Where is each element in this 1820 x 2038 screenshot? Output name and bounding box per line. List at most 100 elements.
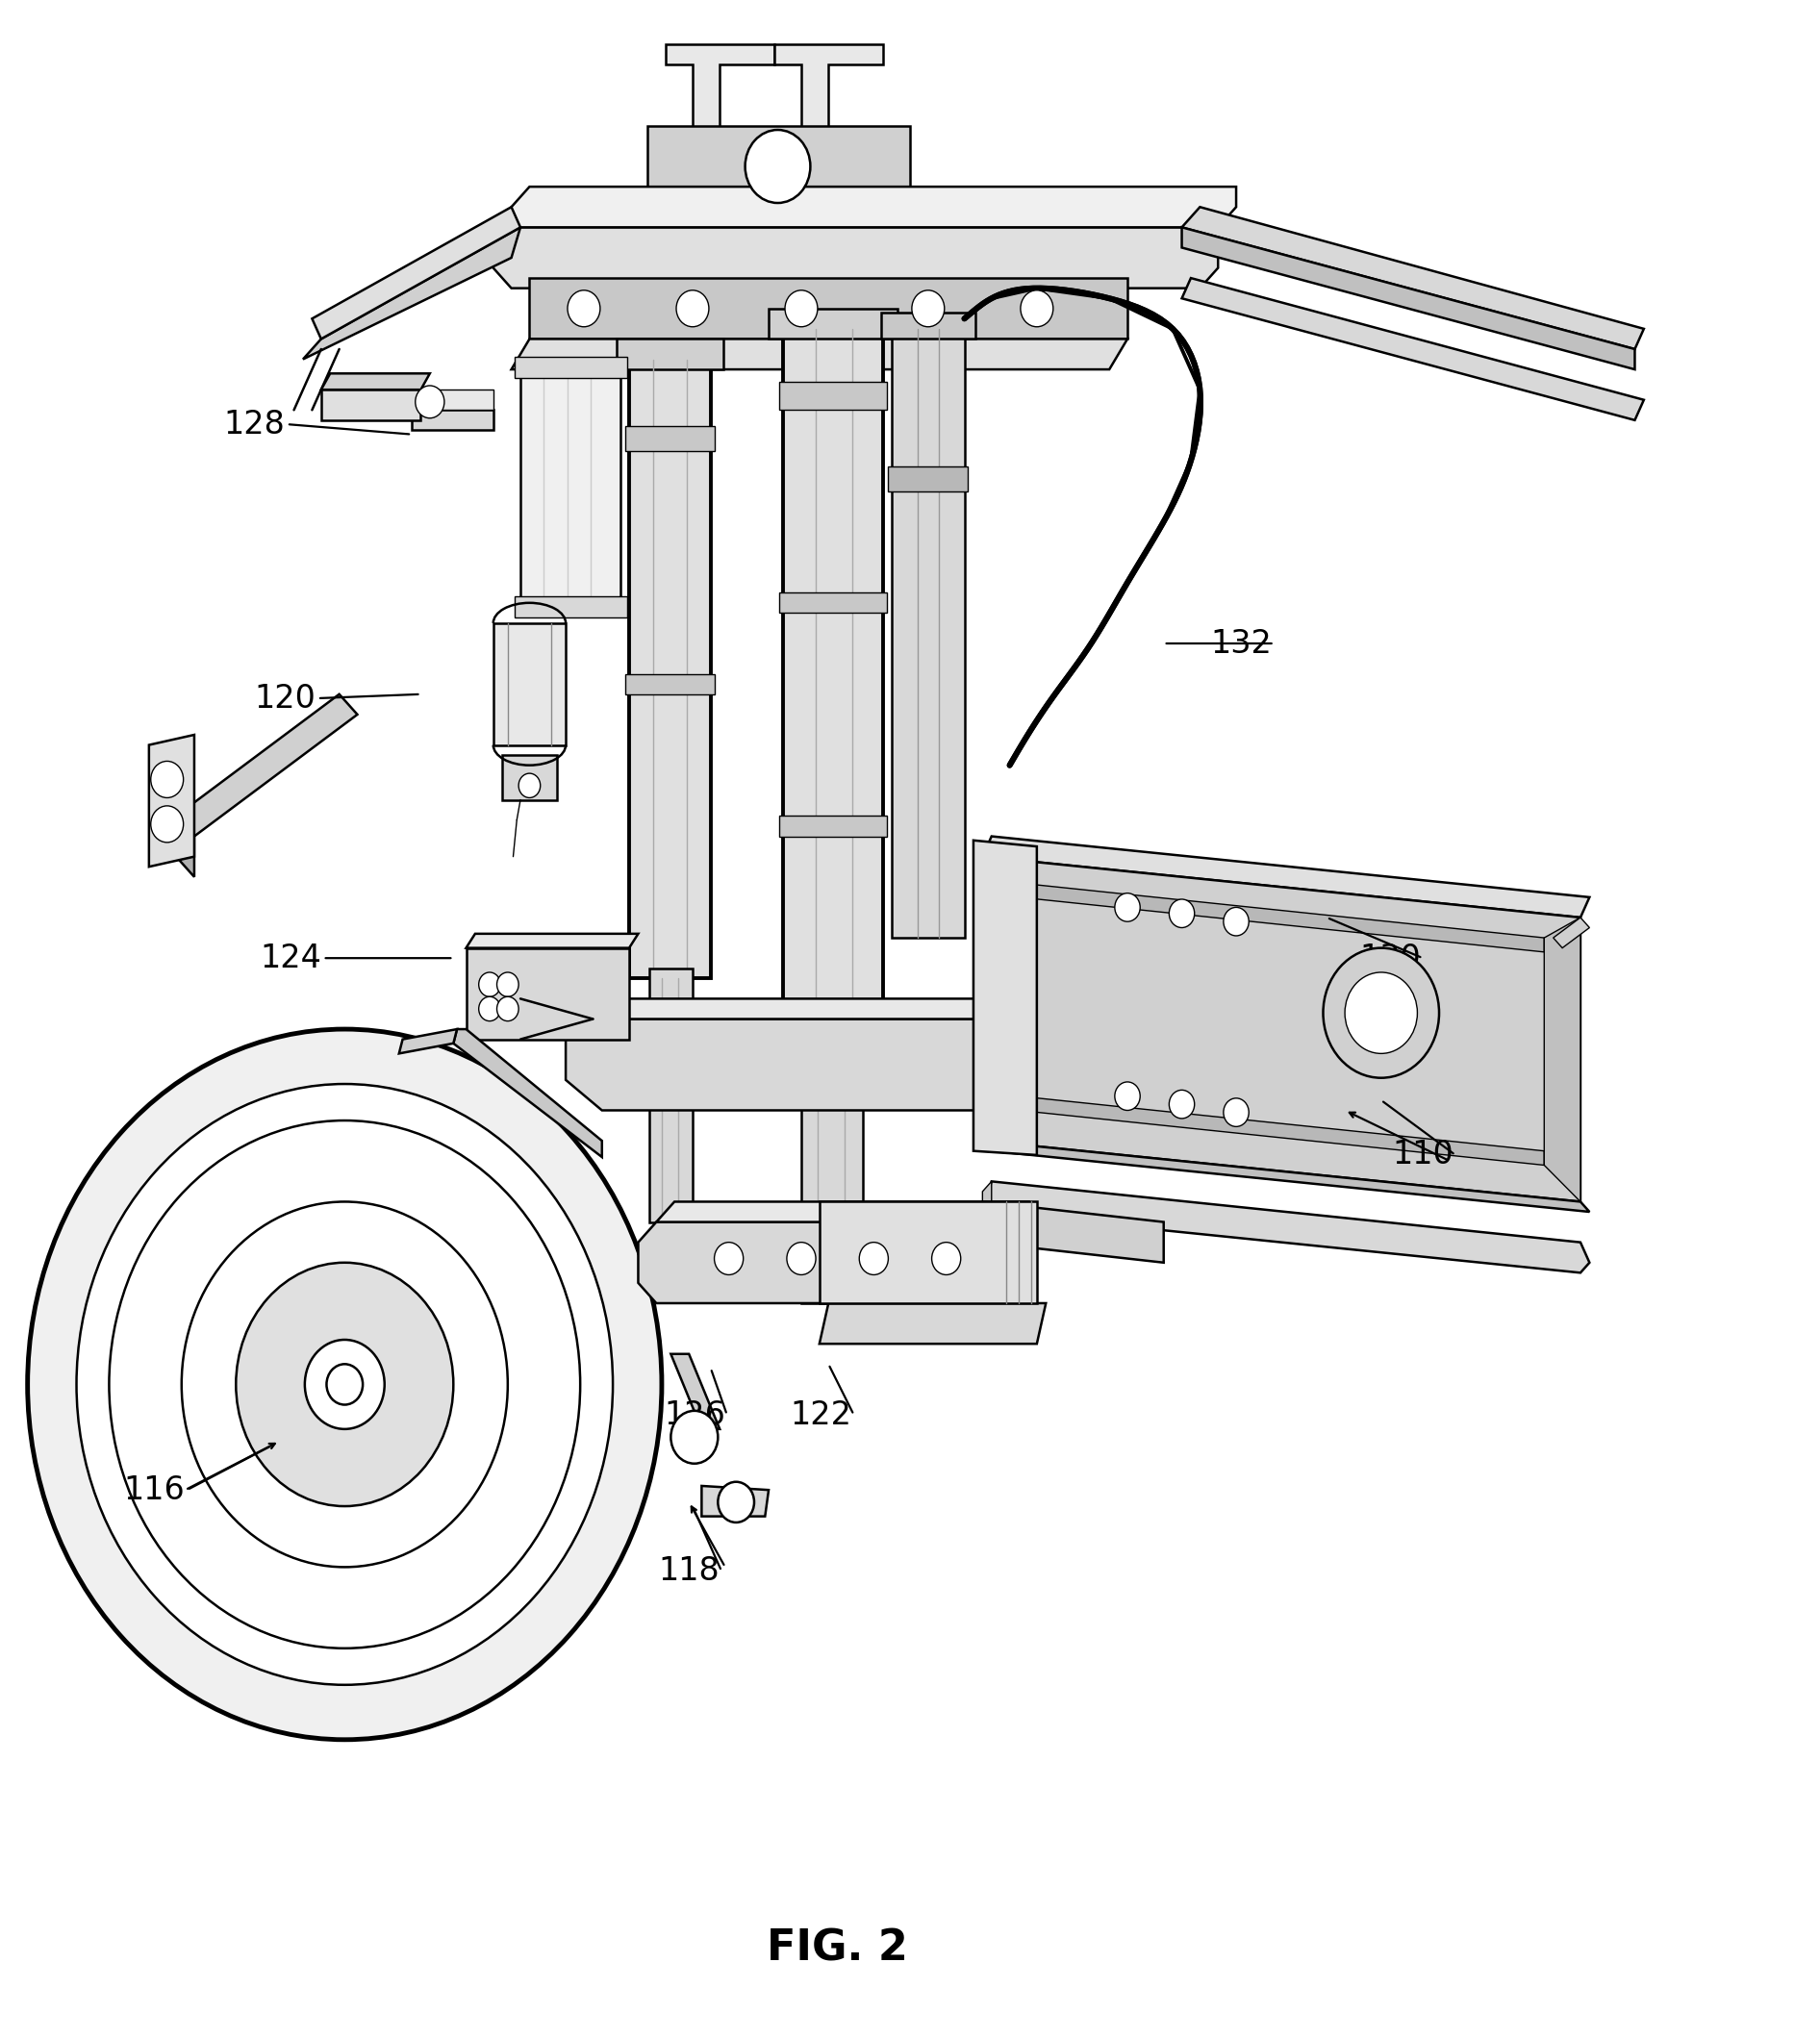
Polygon shape (983, 856, 1580, 1202)
Polygon shape (1181, 277, 1643, 420)
Polygon shape (511, 338, 1127, 369)
Circle shape (744, 130, 810, 204)
Polygon shape (311, 208, 521, 338)
Bar (626, 675, 713, 695)
Polygon shape (411, 410, 493, 430)
Polygon shape (801, 1029, 863, 1302)
Polygon shape (149, 736, 195, 866)
Text: 122: 122 (790, 1398, 852, 1431)
Circle shape (479, 972, 501, 997)
Circle shape (1345, 972, 1418, 1054)
Polygon shape (703, 1486, 768, 1516)
Polygon shape (648, 126, 910, 208)
Polygon shape (566, 1019, 1019, 1111)
Polygon shape (530, 277, 1127, 338)
Text: FIG. 2: FIG. 2 (766, 1928, 908, 1969)
Polygon shape (177, 695, 357, 836)
Polygon shape (511, 187, 1236, 228)
Polygon shape (892, 328, 965, 937)
Text: 120: 120 (255, 683, 315, 713)
Circle shape (912, 289, 945, 326)
Circle shape (1168, 1090, 1194, 1119)
Circle shape (479, 997, 501, 1021)
Polygon shape (983, 1182, 1589, 1274)
Polygon shape (983, 1202, 1163, 1264)
Polygon shape (411, 389, 493, 410)
Bar (888, 467, 968, 491)
Text: 132: 132 (1210, 628, 1272, 660)
Circle shape (568, 289, 601, 326)
Bar (515, 597, 628, 618)
Polygon shape (1552, 917, 1589, 948)
Circle shape (1168, 899, 1194, 927)
Circle shape (151, 760, 184, 797)
Polygon shape (768, 308, 897, 338)
Circle shape (304, 1339, 384, 1429)
Circle shape (497, 972, 519, 997)
Polygon shape (630, 359, 710, 978)
Polygon shape (774, 45, 883, 137)
Circle shape (497, 997, 519, 1021)
Polygon shape (502, 756, 557, 799)
Bar (779, 593, 886, 613)
Polygon shape (453, 1029, 602, 1158)
Polygon shape (177, 815, 195, 876)
Circle shape (519, 772, 541, 797)
Circle shape (859, 1243, 888, 1276)
Polygon shape (974, 840, 1037, 1156)
Polygon shape (493, 624, 566, 746)
Text: 128: 128 (224, 408, 286, 440)
Polygon shape (320, 389, 420, 420)
Polygon shape (566, 999, 1001, 1019)
Text: 110: 110 (1392, 1139, 1454, 1172)
Circle shape (326, 1363, 362, 1404)
Circle shape (1323, 948, 1440, 1078)
Circle shape (1223, 907, 1249, 935)
Circle shape (1116, 893, 1139, 921)
Circle shape (237, 1264, 453, 1506)
Circle shape (109, 1121, 581, 1649)
Bar (626, 426, 713, 450)
Polygon shape (819, 1202, 1037, 1302)
Text: 116: 116 (124, 1473, 186, 1506)
Polygon shape (983, 1182, 992, 1223)
Polygon shape (617, 338, 723, 369)
Circle shape (1021, 289, 1054, 326)
Circle shape (717, 1482, 753, 1522)
Circle shape (27, 1029, 662, 1740)
Circle shape (672, 1410, 717, 1463)
Polygon shape (819, 1302, 1046, 1343)
Circle shape (76, 1084, 613, 1685)
Bar (779, 381, 886, 410)
Polygon shape (466, 948, 630, 1039)
Polygon shape (466, 933, 639, 948)
Circle shape (677, 289, 708, 326)
Text: 130: 130 (1360, 942, 1421, 974)
Text: 118: 118 (659, 1555, 719, 1588)
Bar (515, 357, 628, 377)
Text: 126: 126 (664, 1398, 724, 1431)
Polygon shape (399, 1029, 457, 1054)
Polygon shape (521, 369, 621, 613)
Circle shape (932, 1243, 961, 1276)
Polygon shape (302, 228, 521, 359)
Circle shape (182, 1202, 508, 1567)
Polygon shape (1019, 882, 1543, 952)
Polygon shape (881, 312, 976, 338)
Polygon shape (672, 1353, 719, 1429)
Circle shape (713, 1243, 743, 1276)
Circle shape (1116, 1082, 1139, 1111)
Polygon shape (320, 373, 430, 389)
Polygon shape (783, 328, 883, 1039)
Polygon shape (1019, 1096, 1543, 1166)
Bar (779, 815, 886, 836)
Polygon shape (650, 968, 693, 1223)
Circle shape (784, 289, 817, 326)
Polygon shape (983, 1141, 1589, 1213)
Polygon shape (493, 228, 1218, 287)
Circle shape (151, 805, 184, 842)
Polygon shape (639, 1223, 1028, 1302)
Circle shape (1223, 1098, 1249, 1127)
Polygon shape (1181, 208, 1643, 348)
Circle shape (786, 1243, 815, 1276)
